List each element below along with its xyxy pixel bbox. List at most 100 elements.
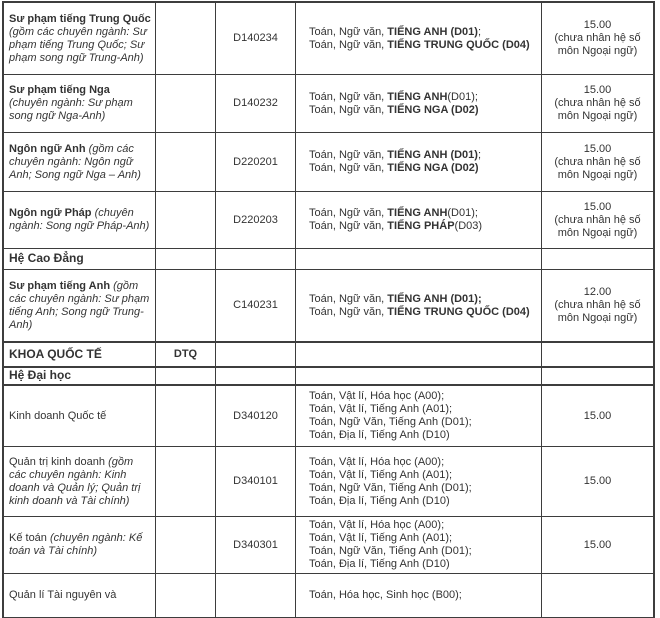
program-code-cell: D220203 [216, 192, 296, 249]
score-note: (chưa nhân hệ số môn Ngoại ngữ) [554, 97, 641, 122]
combo-segment: Toán, Địa lí, Tiếng Anh (D10) [309, 494, 450, 507]
program-code-cell: D340101 [216, 447, 296, 517]
score-cell: 15.00 [542, 517, 655, 574]
score-value: 15.00 [583, 84, 612, 96]
combo-segment: (D01); [447, 90, 478, 103]
major-name-cell: Sư phạm tiếng Trung Quốc (gồm các chuyên… [4, 3, 156, 75]
subject-combo: Toán, Ngữ văn, TIẾNG ANH (D01); [309, 293, 537, 306]
score-value: 15.00 [583, 475, 612, 487]
combo-segment: TIẾNG ANH [387, 90, 448, 103]
score-value: 15.00 [583, 538, 612, 551]
major-name: Hệ Đại học [9, 369, 151, 383]
score-value: 15.00 [583, 409, 612, 422]
combo-segment: ; [477, 149, 482, 161]
group-code-cell [156, 574, 216, 618]
table-row: Kế toán (chuyên ngành: Kế toán và Tài ch… [4, 517, 655, 574]
group-code-cell [156, 192, 216, 249]
group-code-cell [156, 270, 216, 343]
major-name: Kinh doanh Quốc tế [9, 410, 151, 423]
major-name-main: Kế toán [9, 532, 50, 544]
combo-segment: Toán, Địa lí, Tiếng Anh (D10) [309, 429, 450, 441]
major-name: Sư phạm tiếng Nga (chuyên ngành: Sư phạm… [9, 84, 151, 123]
major-name-note: (gồm các chuyên ngành: Kinh doanh và Quả… [9, 455, 141, 507]
section-label: Hệ Đại học [9, 368, 72, 382]
subject-combos-cell: Toán, Ngữ văn, TIẾNG ANH(D01); Toán, Ngữ … [296, 192, 542, 249]
section-title-cell: Hệ Đại học [4, 368, 156, 386]
group-code-cell [156, 3, 216, 75]
program-code: C140231 [233, 299, 278, 311]
program-code-cell [216, 368, 296, 386]
score-value: 15.00 [583, 200, 612, 213]
combo-segment: Toán, Vật lí, Tiếng Anh (A01); [309, 403, 453, 415]
score-note: (chưa nhân hệ số môn Ngoại ngữ) [554, 32, 641, 57]
combo-segment: Toán, Ngữ văn, [309, 90, 388, 103]
subject-combo: Toán, Vật lí, Tiếng Anh (A01); [309, 403, 537, 416]
combo-segment: Toán, Địa lí, Tiếng Anh (D10) [309, 558, 450, 570]
major-name-cell: Sư phạm tiếng Nga (chuyên ngành: Sư phạm… [4, 75, 156, 133]
table-row: Sư phạm tiếng Anh (gồm các chuyên ngành:… [4, 270, 655, 343]
group-code-cell [156, 249, 216, 270]
section-title-cell: KHOA QUỐC TẾ [4, 343, 156, 368]
subject-combo: Toán, Ngữ văn, TIẾNG PHÁP(D03) [309, 220, 537, 233]
combo-segment: Toán, Vật lí, Tiếng Anh (A01); [309, 468, 453, 481]
group-code-cell [156, 517, 216, 574]
combo-segment: TIẾNG ANH [387, 207, 448, 219]
major-name: Kế toán (chuyên ngành: Kế toán và Tài ch… [9, 532, 151, 558]
major-name: Ngôn ngữ Pháp (chuyên ngành: Song ngữ Ph… [9, 207, 151, 233]
subject-combo: Toán, Ngữ Văn, Tiếng Anh (D01); [309, 482, 537, 495]
table-row: Sư phạm tiếng Nga (chuyên ngành: Sư phạm… [4, 75, 655, 133]
group-code-cell [156, 386, 216, 447]
group-code-cell [156, 447, 216, 517]
combo-segment: TIẾNG TRUNG QUỐC (D04) [387, 305, 530, 318]
program-code: D340301 [233, 538, 278, 551]
subject-combos-cell: Toán, Vật lí, Hóa học (A00); Toán, Vật lí… [296, 386, 542, 447]
combo-segment: Toán, Ngữ văn, [309, 220, 388, 232]
program-code: D340101 [233, 475, 278, 487]
subject-combo: Toán, Ngữ văn, TIẾNG TRUNG QUỐC (D04) [309, 39, 537, 52]
combo-segment: Toán, Ngữ Văn, Tiếng Anh (D01); [309, 481, 472, 494]
major-name-cell: Sư phạm tiếng Anh (gồm các chuyên ngành:… [4, 270, 156, 343]
subject-combos-cell: Toán, Ngữ văn, TIẾNG ANH (D01); Toán, Ngữ… [296, 133, 542, 192]
table-row: Kinh doanh Quốc tế D340120 Toán, Vật lí, H… [4, 386, 655, 447]
combo-segment: TIẾNG ANH (D01); [387, 292, 482, 305]
group-code-cell: DTQ [156, 343, 216, 368]
combo-segment: TIẾNG ANH (D01) [387, 149, 478, 161]
major-name-cell: Quản lí Tài nguyên và [4, 574, 156, 618]
major-name-main: Sư phạm tiếng Anh [9, 279, 114, 292]
score-cell [542, 368, 655, 386]
combo-segment: TIẾNG TRUNG QUỐC (D04) [387, 38, 530, 51]
score-cell: 15.00 [542, 386, 655, 447]
section-row: KHOA QUỐC TẾ DTQ [4, 343, 655, 368]
group-code-cell [156, 368, 216, 386]
subject-combos-cell [296, 368, 542, 386]
combo-segment: (D03) [454, 220, 483, 232]
major-name-main: Quản lí Tài nguyên và [9, 589, 117, 601]
score-cell [542, 343, 655, 368]
major-name-note: (gồm các chuyên ngành: Sư phạm tiếng Tru… [9, 25, 147, 64]
subject-combo: Toán, Vật lí, Tiếng Anh (A01); [309, 532, 537, 545]
program-code-cell: D340301 [216, 517, 296, 574]
subject-combo: Toán, Ngữ văn, TIẾNG NGA (D02) [309, 104, 537, 117]
subject-combos-cell: Toán, Ngữ văn, TIẾNG ANH (D01); Toán, Ngữ… [296, 270, 542, 343]
major-name-main: Sư phạm tiếng Nga [9, 84, 110, 96]
group-code-cell [156, 133, 216, 192]
subject-combo: Toán, Hóa học, Sinh học (B00); [309, 589, 537, 602]
subject-combo: Toán, Ngữ văn, TIẾNG NGA (D02) [309, 162, 537, 175]
major-name-cell: Quản trị kinh doanh (gồm các chuyên ngàn… [4, 447, 156, 517]
combo-segment: TIẾNG ANH (D01) [387, 25, 478, 38]
subject-combo: Toán, Ngữ văn, TIẾNG ANH (D01); [309, 26, 537, 39]
major-name-cell: Kinh doanh Quốc tế [4, 386, 156, 447]
section-title-cell: Hệ Cao Đẳng [4, 249, 156, 270]
subject-combo: Toán, Vật lí, Hóa học (A00); [309, 390, 537, 403]
combo-segment: Toán, Ngữ văn, [309, 25, 388, 38]
combo-segment: TIẾNG NGA (D02) [387, 162, 479, 174]
major-name-note: (chuyên ngành: Sư phạm song ngữ Nga-Anh) [9, 97, 133, 122]
subject-combos-cell: Toán, Hóa học, Sinh học (B00); [296, 574, 542, 618]
combo-segment: Toán, Ngữ văn, [309, 38, 388, 51]
combo-segment: Toán, Ngữ Văn, Tiếng Anh (D01); [309, 416, 472, 428]
score-cell [542, 574, 655, 618]
group-code-cell [156, 75, 216, 133]
score-value: 15.00 [583, 142, 612, 155]
table-row: Sư phạm tiếng Trung Quốc (gồm các chuyên… [4, 3, 655, 75]
subject-combo: Toán, Ngữ văn, TIẾNG ANH(D01); [309, 207, 537, 220]
